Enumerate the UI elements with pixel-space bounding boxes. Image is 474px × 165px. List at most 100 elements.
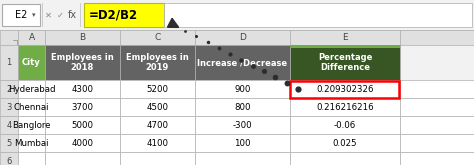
Text: 4500: 4500 [146, 102, 168, 112]
Text: 800: 800 [234, 102, 251, 112]
Text: 1: 1 [6, 58, 12, 67]
Bar [45, 45, 120, 80]
Text: Hyderabad: Hyderabad [8, 84, 55, 94]
Bar [290, 134, 400, 152]
Text: 900: 900 [234, 84, 251, 94]
Text: 0.216216216: 0.216216216 [316, 102, 374, 112]
Text: 4100: 4100 [146, 138, 168, 148]
Polygon shape [167, 18, 179, 27]
Bar [18, 45, 45, 80]
Bar [0, 45, 18, 80]
Bar [120, 98, 195, 116]
Text: 6: 6 [6, 156, 12, 165]
Text: E: E [342, 33, 348, 42]
Text: 4: 4 [6, 120, 12, 130]
Bar [45, 134, 120, 152]
Text: Mumbai: Mumbai [14, 138, 49, 148]
Bar [290, 98, 400, 116]
Bar [45, 80, 120, 98]
Bar [0, 116, 18, 134]
Bar [290, 116, 400, 134]
Bar [290, 30, 400, 45]
Bar [400, 116, 474, 134]
Bar [195, 80, 290, 98]
Bar [120, 152, 195, 165]
Bar [0, 0, 474, 30]
Bar [18, 98, 45, 116]
Text: 4700: 4700 [146, 120, 168, 130]
Bar [400, 134, 474, 152]
Bar [0, 134, 18, 152]
Text: 0.209302326: 0.209302326 [316, 84, 374, 94]
Text: Banglore: Banglore [12, 120, 51, 130]
Text: 4300: 4300 [72, 84, 93, 94]
Text: 4000: 4000 [72, 138, 93, 148]
Bar [0, 30, 18, 45]
Text: -300: -300 [233, 120, 252, 130]
Bar [45, 116, 120, 134]
Bar [18, 80, 45, 98]
Bar [195, 98, 290, 116]
Text: 5000: 5000 [72, 120, 93, 130]
Bar [45, 152, 120, 165]
Bar [0, 98, 18, 116]
Text: =D2/B2: =D2/B2 [89, 9, 138, 21]
Bar [120, 116, 195, 134]
Bar [195, 30, 290, 45]
Bar [290, 45, 400, 48]
Bar [291, 81, 400, 98]
Text: D: D [239, 33, 246, 42]
Text: Employees in
2018: Employees in 2018 [51, 53, 114, 72]
Text: ✓: ✓ [56, 11, 64, 19]
Bar [195, 134, 290, 152]
Bar [0, 152, 18, 165]
Text: City: City [22, 58, 41, 67]
Bar [290, 152, 400, 165]
Bar [45, 98, 120, 116]
Text: 3: 3 [6, 102, 12, 112]
Text: E2: E2 [15, 10, 27, 20]
Bar [120, 45, 195, 80]
Bar [120, 30, 195, 45]
Bar [164, 3, 472, 27]
Bar [400, 152, 474, 165]
Text: 5: 5 [6, 138, 12, 148]
Text: Percentage
Difference: Percentage Difference [318, 53, 372, 72]
Text: fx: fx [67, 10, 77, 20]
Bar [18, 116, 45, 134]
Text: 0.025: 0.025 [333, 138, 357, 148]
Bar [400, 80, 474, 98]
Bar [0, 30, 474, 31]
Text: ▾: ▾ [32, 12, 36, 18]
Bar [18, 152, 45, 165]
Bar [18, 30, 45, 45]
Text: 3700: 3700 [72, 102, 93, 112]
Text: C: C [155, 33, 161, 42]
Text: Employees in
2019: Employees in 2019 [126, 53, 189, 72]
Bar [195, 45, 290, 80]
Text: 2: 2 [6, 84, 12, 94]
Text: 5200: 5200 [146, 84, 168, 94]
Bar [0, 80, 18, 98]
Text: Increase /Decrease: Increase /Decrease [198, 58, 288, 67]
Bar [2, 4, 40, 26]
Text: A: A [28, 33, 35, 42]
Text: Chennai: Chennai [14, 102, 49, 112]
Bar [400, 98, 474, 116]
Bar [195, 152, 290, 165]
Bar [45, 30, 120, 45]
Text: B: B [80, 33, 86, 42]
Bar [18, 134, 45, 152]
Text: ✕: ✕ [45, 11, 52, 19]
Bar [290, 45, 400, 80]
Text: -0.06: -0.06 [334, 120, 356, 130]
Bar [42, 3, 43, 27]
Bar [84, 3, 164, 27]
Bar [120, 134, 195, 152]
Bar [400, 152, 474, 165]
Bar [195, 116, 290, 134]
Bar [290, 80, 400, 98]
Text: 100: 100 [234, 138, 251, 148]
Bar [120, 80, 195, 98]
Bar [80, 3, 81, 27]
